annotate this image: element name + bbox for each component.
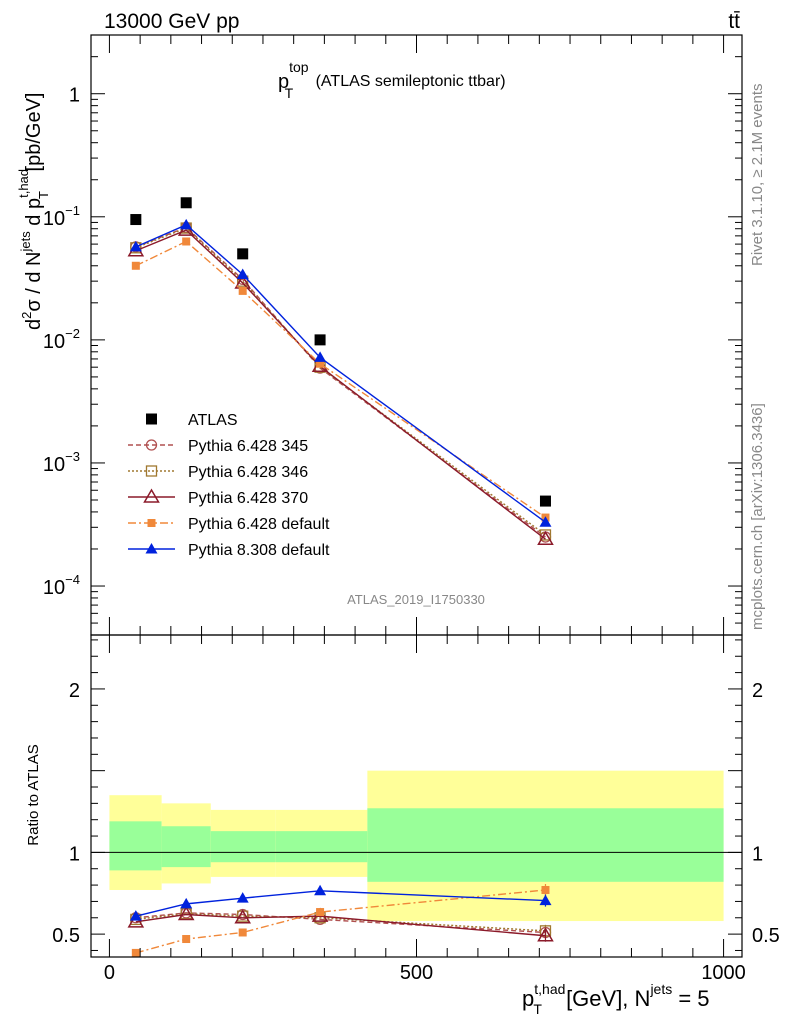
ratio-point-p8def-1: [180, 897, 193, 909]
ratio-point-p6def-3: [316, 908, 325, 917]
ratio-ytick-label: 1: [69, 843, 80, 865]
ratio-point-p6def-4: [541, 885, 550, 894]
header-right: tt̄: [728, 10, 740, 33]
ratio-xtick-label: 0: [104, 962, 115, 984]
ratio-point-p370-2: [234, 909, 252, 924]
ratio-point-p370-4: [537, 927, 554, 942]
legend: ATLAS Pythia 6.428 345 Pythia 6.428 346 Pyt…: [128, 412, 330, 559]
legend-label-atlas: ATLAS: [188, 412, 238, 429]
ratio-ytick-label-right: 2: [752, 680, 763, 702]
legend-marker-p8def: [145, 543, 158, 554]
ratio-point-p8def-0: [129, 910, 142, 921]
main-title: ptop T (ATLAS semileptonic ttbar): [278, 59, 506, 101]
main-title-p: p: [278, 71, 289, 93]
ratio-line-p370: [135, 913, 546, 937]
watermark: ATLAS_2019_I1750330: [347, 592, 485, 607]
main-point-p8def-2: [236, 268, 249, 279]
main-title-sub: T: [285, 85, 294, 101]
ratio-point-p6def-2: [238, 928, 247, 937]
ratio-ylabel: Ratio to ATLAS: [25, 744, 42, 845]
main-title-rest: (ATLAS semileptonic ttbar): [311, 73, 505, 90]
ratio-line-p346: [135, 912, 546, 932]
main-ytick-label: 10−2: [43, 326, 80, 353]
ratio-ytick-label-right: 1: [752, 843, 763, 865]
legend-marker-p6def: [147, 519, 156, 527]
main-point-atlas-4: [539, 495, 551, 507]
ratio-point-p370-1: [177, 906, 195, 921]
main-point-atlas-0: [130, 214, 142, 226]
band-inner-2: [210, 831, 276, 863]
ratio-xtick-label: 1000: [701, 962, 746, 984]
legend-marker-p345: [145, 439, 158, 451]
legend-marker-p370: [143, 488, 160, 503]
ratio-point-p370-0: [127, 913, 145, 928]
ratio-ytick-label: 0.5: [52, 925, 80, 947]
legend-label-p6def: Pythia 6.428 default: [188, 516, 330, 533]
main-ytick-label: 1: [69, 85, 80, 107]
main-line-p345: [135, 226, 546, 538]
mcplots-label: mcplots.cern.ch [arXiv:1306.3436]: [749, 403, 766, 630]
ratio-point-p8def-3: [314, 884, 327, 896]
main-plot: 1 10−1 10−2 10−3 10−4: [43, 34, 743, 636]
ratio-ytick-label: 2: [69, 680, 80, 702]
ratio-point-p8def-2: [236, 892, 249, 903]
main-point-p8def-0: [129, 240, 142, 252]
legend-label-p370: Pythia 6.428 370: [188, 490, 308, 507]
main-point-p370-4: [537, 530, 554, 545]
legend-label-p346: Pythia 6.428 346: [188, 464, 308, 481]
legend-label-p345: Pythia 6.428 345: [188, 438, 308, 455]
header-left: 13000 GeV pp: [104, 10, 239, 33]
main-point-p6def-2: [238, 286, 247, 295]
band-inner-0: [109, 821, 162, 871]
xlabel: pt,had T [GeV], Njets = 5: [522, 981, 710, 1017]
ratio-point-p6def-1: [182, 935, 191, 944]
ratio-line-p6def: [135, 889, 546, 954]
band-inner-3: [275, 831, 368, 863]
main-point-p6def-3: [316, 359, 325, 368]
ratio-ytick-label-right: 0.5: [752, 925, 780, 947]
main-title-sup: top: [289, 59, 309, 75]
ratio-xtick-label: 500: [400, 962, 433, 984]
main-point-atlas-3: [314, 334, 326, 346]
legend-label-p8def: Pythia 8.308 default: [188, 542, 330, 559]
main-point-p8def-4: [539, 516, 552, 527]
main-point-p6def-1: [182, 237, 191, 246]
legend-marker-p346: [145, 465, 158, 477]
ratio-line-p345: [135, 912, 546, 934]
main-point-p8def-3: [314, 351, 327, 362]
main-ytick-label: 10−1: [43, 203, 80, 230]
legend-marker-atlas: [146, 413, 157, 425]
main-point-atlas-1: [180, 197, 192, 209]
main-ytick-label: 10−3: [43, 449, 80, 476]
ratio-plot: 0 500 1000 0.5 0.5 1 1 2 2: [52, 634, 780, 984]
band-inner-4: [367, 808, 724, 882]
main-point-atlas-2: [237, 248, 249, 260]
main-ytick-label: 10−4: [43, 572, 80, 599]
main-ylabel: d2σ / d Njets d pt,had T [pb/GeV]: [16, 93, 51, 330]
ratio-point-p8def-4: [539, 894, 552, 906]
main-line-p370: [135, 229, 546, 540]
rivet-label: Rivet 3.1.10, ≥ 2.1M events: [749, 84, 766, 267]
band-inner-1: [161, 826, 211, 868]
ratio-point-p6def-0: [131, 948, 140, 957]
main-point-p8def-1: [180, 218, 193, 230]
main-point-p6def-0: [131, 261, 140, 270]
